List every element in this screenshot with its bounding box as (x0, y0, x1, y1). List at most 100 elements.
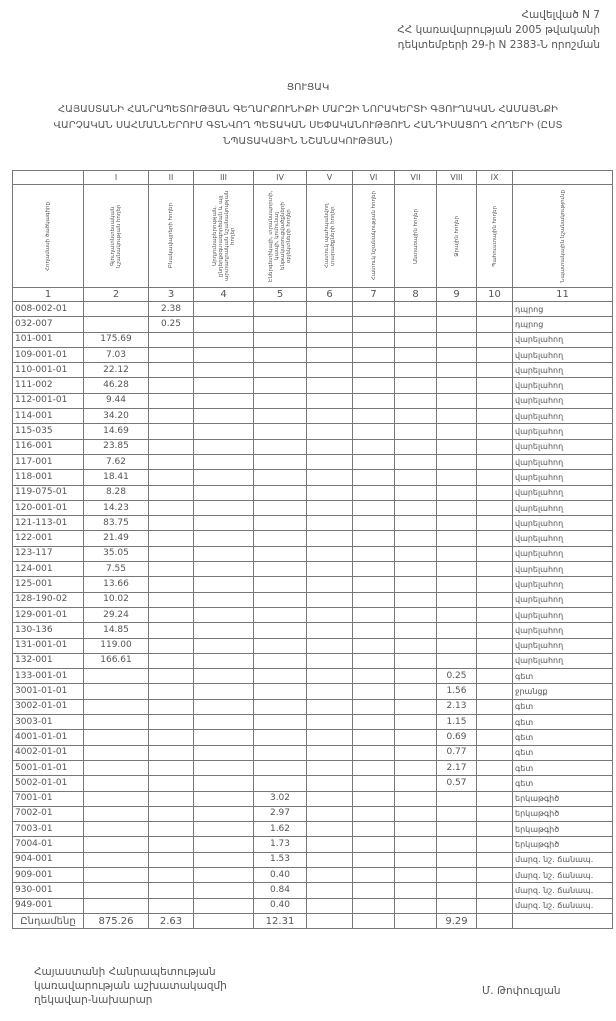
area-value (83, 866, 149, 884)
area-value (193, 714, 254, 731)
area-value (306, 775, 353, 792)
area-value: 46.28 (83, 377, 149, 394)
area-value (352, 652, 395, 670)
area-value (193, 346, 254, 364)
land-code: 112-001-01 (12, 392, 84, 410)
annex-decision-date: դեկտեմբերի 29-ի N 2383-Ն որոշման (397, 39, 600, 51)
area-value (476, 866, 513, 884)
area-value (394, 316, 437, 333)
area-value (193, 759, 254, 777)
area-value (352, 530, 395, 547)
area-value: 2.38 (148, 300, 194, 318)
area-value (476, 499, 513, 517)
area-value (83, 805, 149, 823)
land-purpose: մարզ. նշ. ճանապ. (512, 851, 613, 868)
area-value (306, 438, 353, 455)
area-value (476, 882, 513, 899)
area-value (306, 530, 353, 547)
land-code: 121-113-01 (12, 515, 84, 532)
list-heading: ՑՈՒՑԱԿ (286, 82, 330, 93)
total-value: 12.31 (253, 912, 307, 930)
area-value (148, 729, 194, 746)
area-value (83, 668, 149, 685)
area-value (148, 469, 194, 486)
area-value (394, 882, 437, 899)
area-value: 1.73 (253, 836, 307, 853)
area-value (148, 668, 194, 685)
total-value (512, 912, 613, 930)
area-value (394, 300, 437, 318)
column-header-label: Հատուկ պահպանվող տարածքների հողեր (323, 203, 336, 269)
column-header: Արդյունաբերության, ընդերքօգտագործման և ա… (193, 184, 254, 288)
area-value (436, 591, 477, 608)
area-value (306, 423, 353, 440)
area-value (394, 392, 437, 410)
area-value (253, 346, 307, 364)
area-value (148, 499, 194, 517)
area-value (306, 300, 353, 318)
area-value (83, 851, 149, 868)
land-purpose: ջրանցք (512, 683, 613, 700)
table-row: 109-001-01 7.03 վարելահող (12, 346, 613, 364)
land-purpose: գետ (512, 729, 613, 746)
table-row: 7004-01 1.73 երկաթգիծ (12, 836, 613, 853)
area-value (148, 545, 194, 563)
area-value (352, 469, 395, 486)
area-value: 7.03 (83, 346, 149, 364)
land-code: 131-001-01 (12, 637, 84, 654)
area-value (193, 698, 254, 716)
area-value (306, 790, 353, 807)
area-value (148, 652, 194, 670)
area-value (193, 805, 254, 823)
area-value: 23.85 (83, 438, 149, 455)
land-purpose: վարելահող (512, 408, 613, 425)
area-value: 0.77 (436, 744, 477, 761)
area-value (253, 515, 307, 532)
area-value (352, 637, 395, 654)
area-value (394, 805, 437, 823)
area-value (394, 362, 437, 379)
area-value (352, 545, 395, 563)
land-purpose: երկաթգիծ (512, 836, 613, 853)
area-value (436, 576, 477, 593)
land-purpose: երկաթգիծ (512, 790, 613, 807)
area-value (436, 515, 477, 532)
land-code: 7003-01 (12, 821, 84, 838)
area-value (148, 576, 194, 593)
area-value (306, 392, 353, 410)
area-value (306, 362, 353, 379)
area-value (352, 484, 395, 501)
area-value (476, 392, 513, 410)
area-value (436, 530, 477, 547)
area-value (83, 882, 149, 899)
area-value (193, 377, 254, 394)
area-value (352, 362, 395, 379)
area-value (476, 408, 513, 425)
area-value (253, 484, 307, 501)
area-value (148, 714, 194, 731)
column-header-label: Բնակավայրերի հողեր (168, 203, 174, 269)
area-value (306, 545, 353, 563)
area-value (476, 821, 513, 838)
land-purpose: վարելահող (512, 423, 613, 440)
area-value (436, 545, 477, 563)
area-value (436, 392, 477, 410)
area-value (476, 714, 513, 731)
area-value (394, 377, 437, 394)
area-value (476, 606, 513, 624)
area-value (83, 316, 149, 333)
area-value: 29.24 (83, 606, 149, 624)
area-value (352, 499, 395, 517)
table-row: 4001-01-01 0.69 գետ (12, 729, 613, 746)
area-value: 35.05 (83, 545, 149, 563)
area-value (193, 882, 254, 899)
column-number: 3 (148, 287, 194, 302)
land-purpose: երկաթգիծ (512, 821, 613, 838)
total-value: 9.29 (436, 912, 477, 930)
area-value (306, 836, 353, 853)
land-purpose: վարելահող (512, 637, 613, 654)
area-value (148, 805, 194, 823)
land-code: 4001-01-01 (12, 729, 84, 746)
area-value (352, 744, 395, 761)
area-value (83, 300, 149, 318)
